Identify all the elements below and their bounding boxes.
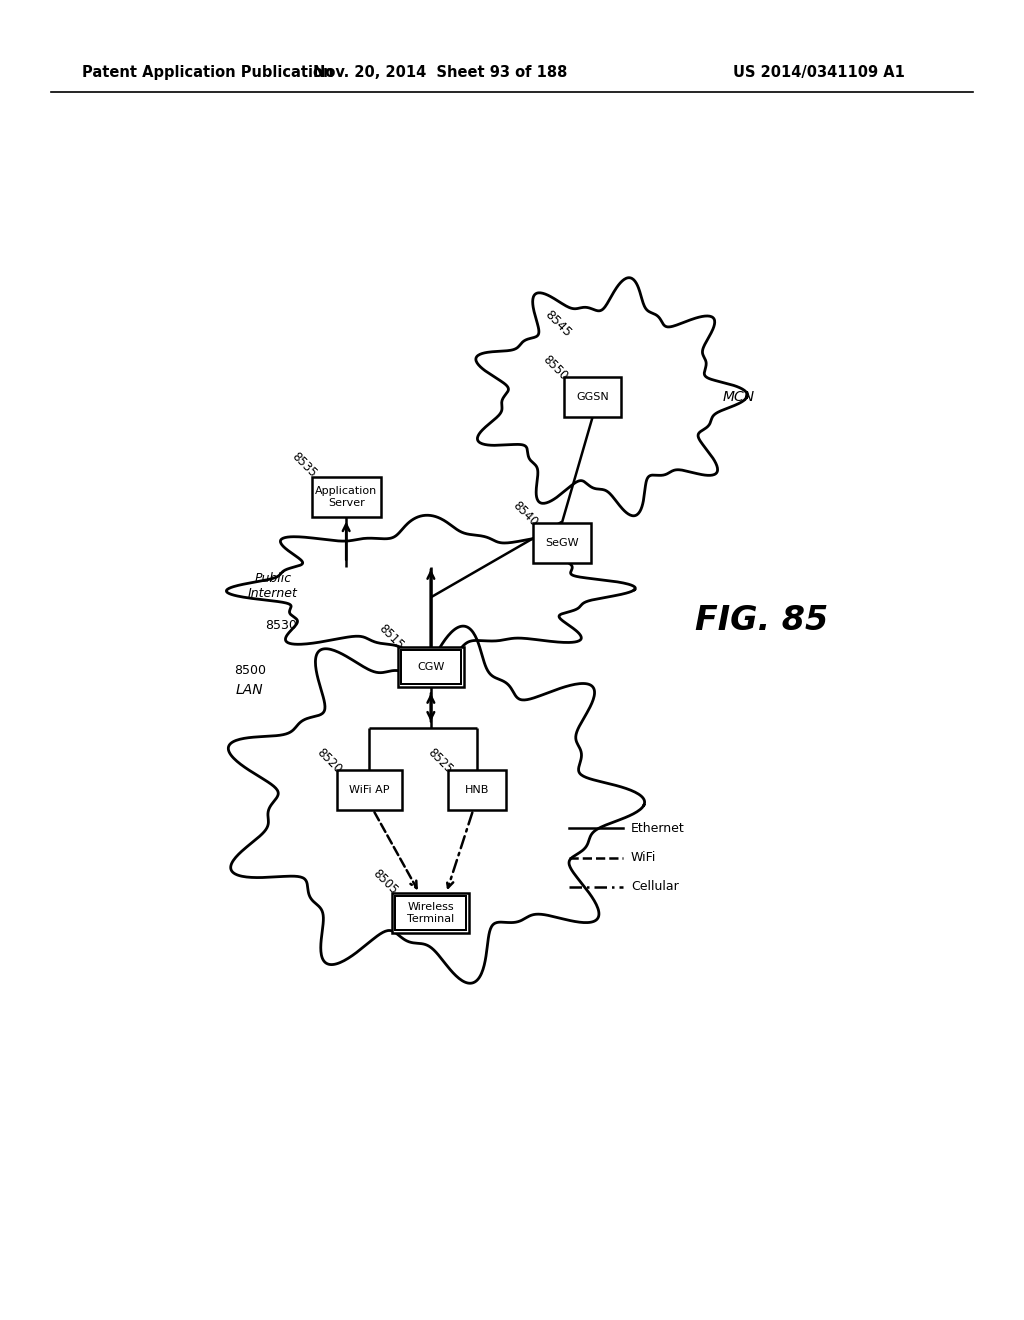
Text: Cellular: Cellular — [631, 880, 679, 894]
Text: Public
Internet: Public Internet — [248, 572, 298, 599]
FancyBboxPatch shape — [337, 770, 402, 810]
FancyBboxPatch shape — [449, 770, 506, 810]
Text: 8520: 8520 — [314, 746, 344, 776]
Text: CGW: CGW — [417, 661, 444, 672]
FancyBboxPatch shape — [563, 378, 622, 417]
Polygon shape — [476, 277, 748, 516]
Text: 8500: 8500 — [233, 664, 266, 677]
Text: WiFi: WiFi — [631, 851, 656, 865]
Text: 8525: 8525 — [425, 746, 456, 776]
Text: US 2014/0341109 A1: US 2014/0341109 A1 — [733, 65, 905, 81]
FancyBboxPatch shape — [392, 892, 469, 933]
Text: 8515: 8515 — [376, 622, 406, 652]
Text: 8535: 8535 — [289, 450, 318, 480]
Text: LAN: LAN — [237, 682, 264, 697]
Text: 8540: 8540 — [510, 499, 540, 529]
Polygon shape — [228, 626, 644, 983]
Text: 8550: 8550 — [541, 352, 570, 383]
Text: Wireless
Terminal: Wireless Terminal — [408, 902, 455, 924]
FancyBboxPatch shape — [401, 649, 461, 684]
FancyBboxPatch shape — [395, 896, 466, 929]
Text: HNB: HNB — [465, 785, 489, 795]
Polygon shape — [226, 515, 635, 664]
FancyBboxPatch shape — [532, 524, 591, 564]
Text: 8530: 8530 — [265, 619, 297, 632]
Text: FIG. 85: FIG. 85 — [695, 605, 828, 638]
Text: Application
Server: Application Server — [315, 486, 377, 508]
Text: Patent Application Publication: Patent Application Publication — [82, 65, 334, 81]
Text: SeGW: SeGW — [545, 539, 579, 548]
Text: Ethernet: Ethernet — [631, 822, 685, 834]
Text: WiFi AP: WiFi AP — [349, 785, 389, 795]
Text: 8505: 8505 — [370, 867, 399, 898]
Text: MCN: MCN — [723, 391, 755, 404]
Text: GGSN: GGSN — [577, 392, 609, 403]
FancyBboxPatch shape — [398, 647, 464, 686]
FancyBboxPatch shape — [311, 478, 381, 517]
Text: 8545: 8545 — [542, 308, 573, 339]
Text: Nov. 20, 2014  Sheet 93 of 188: Nov. 20, 2014 Sheet 93 of 188 — [313, 65, 567, 81]
